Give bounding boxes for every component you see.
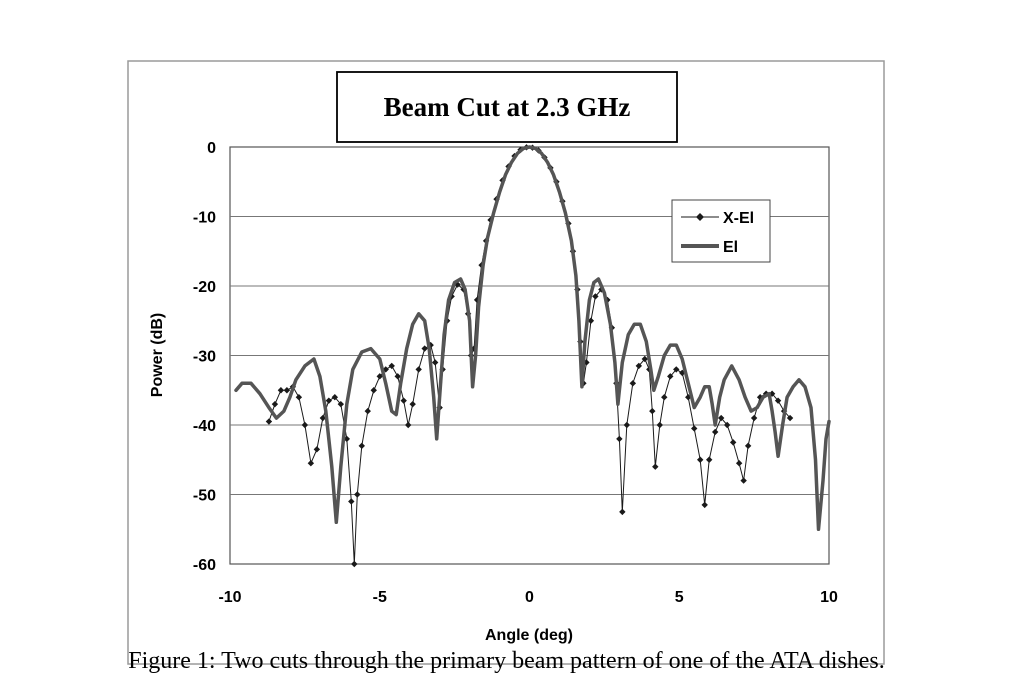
data-point <box>641 355 649 363</box>
legend-el-label: El <box>723 239 738 256</box>
data-point <box>295 394 303 401</box>
data-point <box>325 397 333 404</box>
data-point <box>587 317 595 324</box>
data-point <box>629 380 637 387</box>
data-point <box>723 421 731 429</box>
data-point <box>283 387 291 394</box>
chart-title-box <box>336 71 678 143</box>
data-point <box>717 414 725 422</box>
data-point <box>697 456 704 463</box>
data-point <box>400 397 407 404</box>
data-point <box>421 345 428 352</box>
data-point <box>319 414 327 422</box>
data-point <box>354 491 361 498</box>
data-point <box>652 463 659 470</box>
x-tick-label: 10 <box>820 589 838 606</box>
data-point <box>774 397 782 404</box>
data-point <box>740 477 747 484</box>
series-layer <box>234 144 831 568</box>
data-point <box>405 421 412 429</box>
data-point <box>711 428 719 436</box>
data-point <box>744 442 752 450</box>
y-tick-label: -20 <box>193 279 216 296</box>
legend-xel-marker <box>696 213 704 221</box>
data-point <box>358 442 365 450</box>
data-point <box>265 418 273 425</box>
data-point <box>376 373 383 380</box>
y-tick-label: -40 <box>193 418 216 435</box>
y-tick-label: 0 <box>207 140 216 157</box>
data-point <box>388 362 395 370</box>
data-point <box>409 400 416 408</box>
data-point <box>364 407 371 415</box>
data-point <box>786 414 794 422</box>
data-point <box>277 387 285 394</box>
x-tick-label: -5 <box>373 589 387 606</box>
x-tick-labels: -10 -5 0 5 10 <box>218 589 838 606</box>
series-el <box>234 145 831 532</box>
series-line-el <box>234 145 831 532</box>
y-tick-labels: 0 -10 -20 -30 -40 -50 -60 <box>193 140 216 574</box>
data-point <box>656 421 663 429</box>
data-point <box>750 414 758 422</box>
data-point <box>673 366 680 373</box>
data-point <box>735 460 743 467</box>
data-point <box>701 501 708 509</box>
data-point <box>331 394 339 401</box>
legend-box <box>671 199 771 263</box>
data-point <box>348 498 355 505</box>
data-point <box>301 421 309 429</box>
data-point <box>351 560 358 568</box>
x-axis-label: Angle (deg) <box>485 627 573 644</box>
data-point <box>623 421 631 429</box>
data-point <box>691 425 698 432</box>
data-point <box>415 366 422 373</box>
y-tick-label: -60 <box>193 557 216 574</box>
data-point <box>619 508 626 516</box>
data-point <box>583 359 590 366</box>
data-point <box>592 293 599 300</box>
x-tick-label: -10 <box>218 589 241 606</box>
y-tick-label: -10 <box>193 210 216 227</box>
data-point <box>394 373 401 380</box>
data-point <box>616 435 623 443</box>
data-point <box>706 456 713 463</box>
figure-caption: Figure 1: Two cuts through the primary b… <box>128 648 885 674</box>
data-point <box>271 400 279 408</box>
data-point <box>313 446 321 453</box>
data-point <box>337 400 345 408</box>
legend-xel-label: X-El <box>723 210 754 227</box>
data-point <box>431 359 439 366</box>
data-point <box>307 460 315 467</box>
x-tick-label: 5 <box>675 589 684 606</box>
chart-title: Beam Cut at 2.3 GHz <box>384 92 631 122</box>
data-point <box>635 362 643 370</box>
data-point <box>667 373 674 380</box>
data-point <box>649 407 656 415</box>
data-point <box>370 387 377 394</box>
y-axis-label: Power (dB) <box>149 313 166 397</box>
x-tick-label: 0 <box>525 589 534 606</box>
y-tick-label: -50 <box>193 488 216 505</box>
data-point <box>729 439 737 446</box>
legend: X-El El <box>671 199 771 263</box>
data-point <box>661 394 668 401</box>
y-tick-label: -30 <box>193 349 216 366</box>
